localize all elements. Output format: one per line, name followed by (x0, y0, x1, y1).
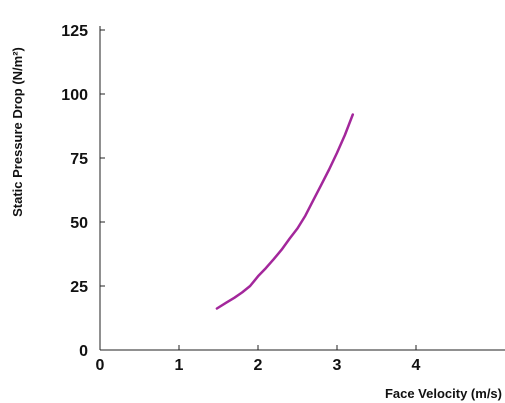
x-axis-ticks: 0 1 2 3 4 (96, 345, 421, 374)
x-axis-title: Face Velocity (m/s) (385, 386, 502, 401)
series-line (215, 113, 355, 310)
y-tick-label: 25 (70, 279, 88, 296)
y-tick-label: 75 (70, 151, 88, 168)
y-tick-label: 100 (61, 87, 88, 104)
y-tick-label: 0 (79, 343, 88, 360)
y-tick-label: 125 (61, 23, 88, 40)
series-layer (215, 113, 355, 310)
x-tick-label: 1 (175, 357, 184, 374)
y-tick-label: 50 (70, 215, 88, 232)
x-tick-label: 2 (254, 357, 263, 374)
plot-area: 0 25 50 75 100 125 0 1 2 3 4 (61, 23, 505, 374)
y-axis-ticks: 0 25 50 75 100 125 (61, 23, 105, 360)
y-axis-title: Static Pressure Drop (N/m²) (10, 47, 25, 217)
x-tick-label: 0 (96, 357, 105, 374)
x-tick-label: 4 (412, 357, 421, 374)
x-tick-label: 3 (333, 357, 342, 374)
